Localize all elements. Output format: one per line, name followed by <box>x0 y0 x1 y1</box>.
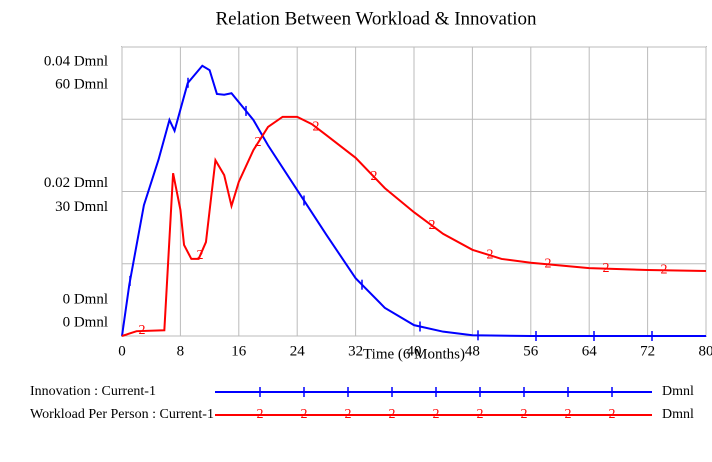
legend-units: Dmnl <box>662 407 694 422</box>
y-tick-label: 0.04 Dmnl <box>44 53 108 69</box>
series-marker: 2 <box>661 263 668 278</box>
x-tick-label: 72 <box>640 343 655 359</box>
series-marker: 2 <box>313 119 320 134</box>
x-tick-label: 64 <box>582 343 598 359</box>
y2-tick-label: 60 Dmnl <box>55 76 108 92</box>
y2-tick-label: 0 Dmnl <box>63 314 108 330</box>
y-tick-label: 0 Dmnl <box>63 291 108 307</box>
y2-tick-label: 30 Dmnl <box>55 199 108 215</box>
legend-label: Workload Per Person : Current-1 <box>30 407 214 422</box>
legend-marker: 2 <box>257 407 264 422</box>
series-marker: 2 <box>139 323 146 338</box>
y-tick-label: 0.02 Dmnl <box>44 175 108 191</box>
legend-marker: 2 <box>565 407 572 422</box>
x-tick-label: 40 <box>407 343 422 359</box>
x-tick-label: 48 <box>465 343 480 359</box>
legend-marker: 2 <box>477 407 484 422</box>
series-marker: 2 <box>255 135 262 150</box>
series-marker: 2 <box>603 261 610 276</box>
x-tick-label: 8 <box>177 343 185 359</box>
x-tick-label: 24 <box>290 343 306 359</box>
series-marker: 2 <box>429 218 436 233</box>
legend-marker: 2 <box>345 407 352 422</box>
x-tick-label: 56 <box>523 343 539 359</box>
x-tick-label: 16 <box>231 343 247 359</box>
x-tick-label: 0 <box>118 343 126 359</box>
legend-marker: 2 <box>521 407 528 422</box>
series-marker: 2 <box>545 257 552 272</box>
series-marker: 2 <box>487 248 494 263</box>
x-tick-label: 80 <box>699 343 712 359</box>
x-tick-label: 32 <box>348 343 363 359</box>
legend-marker: 2 <box>609 407 616 422</box>
chart-title: Relation Between Workload & Innovation <box>215 8 537 29</box>
legend-marker: 2 <box>433 407 440 422</box>
series-marker: 2 <box>197 248 204 263</box>
legend-marker: 2 <box>389 407 396 422</box>
legend-marker: 2 <box>301 407 308 422</box>
series-marker: 2 <box>371 169 378 184</box>
legend-label: Innovation : Current-1 <box>30 384 156 399</box>
legend-units: Dmnl <box>662 384 694 399</box>
